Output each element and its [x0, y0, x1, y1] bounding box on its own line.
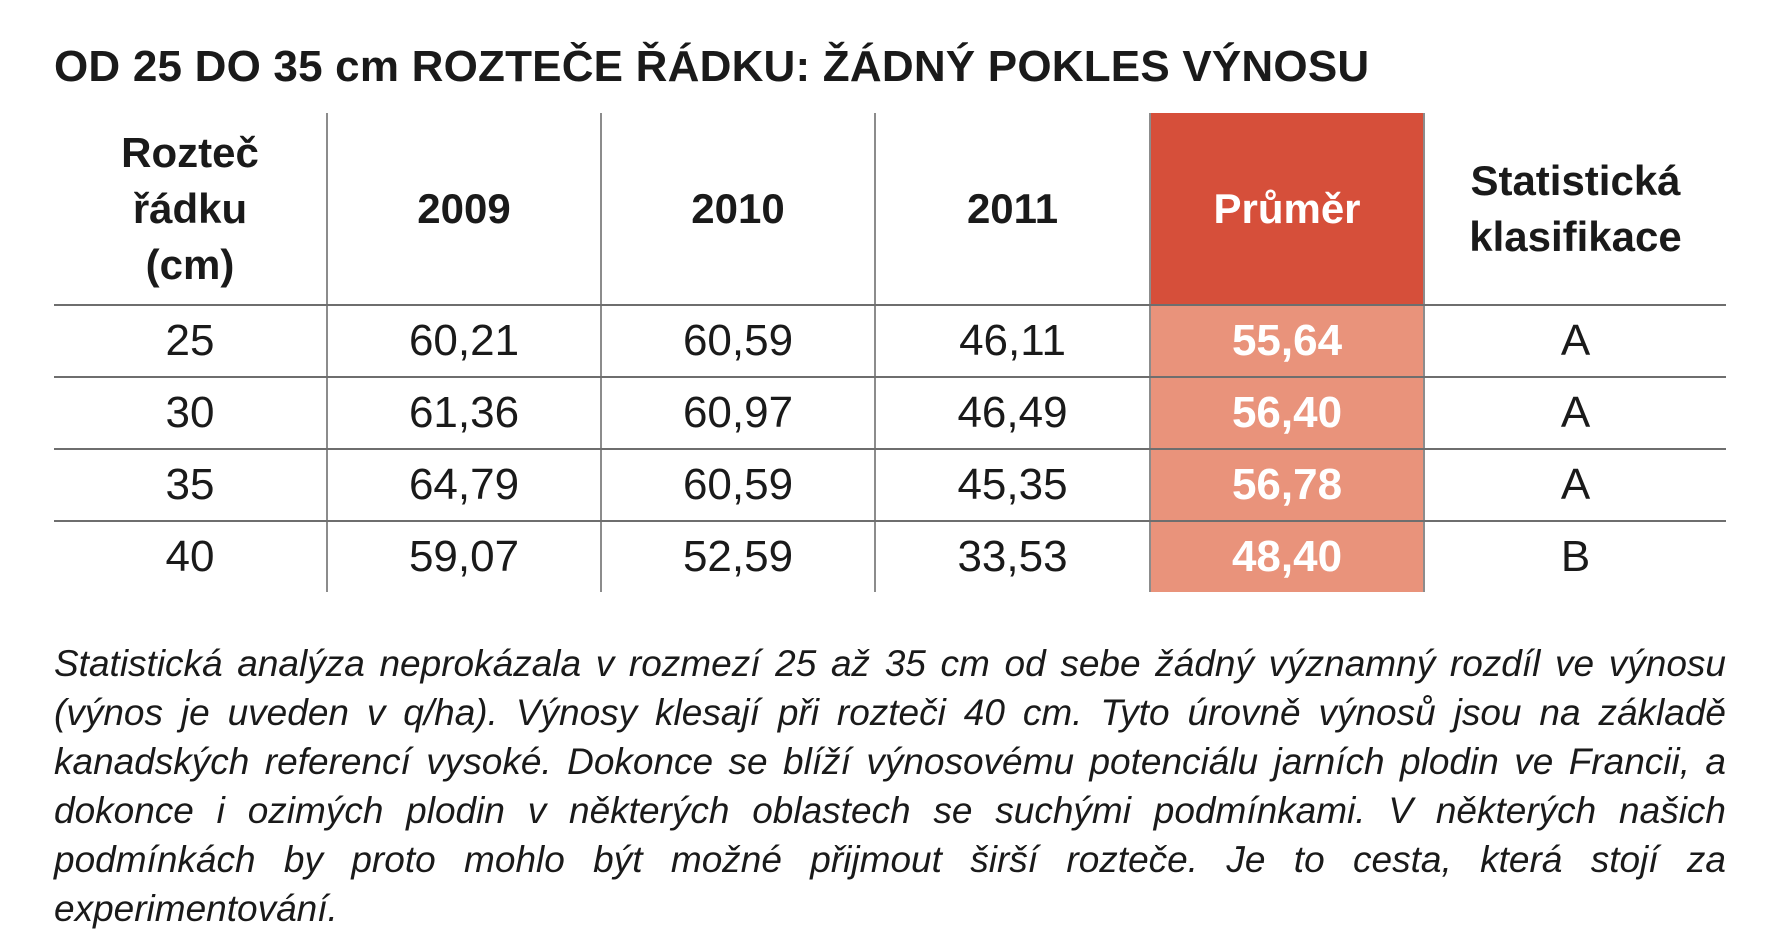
table-row: 35 64,79 60,59 45,35 56,78 A: [54, 449, 1726, 522]
cell-2011: 46,49: [874, 377, 1150, 450]
cell-2009: 60,21: [326, 305, 601, 378]
cell-average: 56,40: [1149, 377, 1424, 450]
table-row: 40 59,07 52,59 33,53 48,40 B: [54, 521, 1726, 592]
cell-spacing: 35: [54, 449, 327, 522]
yield-table: Rozteč řádku (cm) 2009 2010 2011 Průměr …: [54, 113, 1726, 592]
cell-2010: 60,97: [600, 377, 875, 450]
header-row-spacing: Rozteč řádku (cm): [54, 113, 327, 306]
cell-2010: 60,59: [600, 449, 875, 522]
header-class-line2: klasifikace: [1469, 212, 1682, 260]
header-average: Průměr: [1149, 113, 1424, 306]
cell-classification: A: [1423, 305, 1726, 378]
table-row: 25 60,21 60,59 46,11 55,64 A: [54, 305, 1726, 378]
header-2009: 2009: [326, 113, 601, 306]
cell-2010: 52,59: [600, 521, 875, 592]
cell-spacing: 25: [54, 305, 327, 378]
cell-classification: A: [1423, 449, 1726, 522]
cell-2010: 60,59: [600, 305, 875, 378]
cell-2009: 64,79: [326, 449, 601, 522]
table-row: 30 61,36 60,97 46,49 56,40 A: [54, 377, 1726, 450]
header-class-line1: Statistická: [1470, 156, 1681, 204]
cell-spacing: 30: [54, 377, 327, 450]
cell-classification: A: [1423, 377, 1726, 450]
cell-spacing: 40: [165, 532, 215, 581]
cell-2009: 61,36: [326, 377, 601, 450]
header-spacing-line1: Rozteč: [121, 128, 259, 176]
cell-2011: 46,11: [874, 305, 1150, 378]
header-spacing-line2: řádku: [132, 184, 248, 232]
cell-2009: 59,07: [326, 521, 601, 592]
cell-2011: 33,53: [874, 521, 1150, 592]
header-2011: 2011: [874, 113, 1150, 306]
cell-classification: B: [1423, 521, 1726, 592]
page-title: OD 25 DO 35 cm ROZTEČE ŘÁDKU: ŽÁDNÝ POKL…: [54, 42, 1370, 91]
explanatory-note: Statistická analýza neprokázala v rozmez…: [54, 643, 1726, 929]
cell-average: 56,78: [1149, 449, 1424, 522]
cell-2011: 45,35: [874, 449, 1150, 522]
cell-average: 48,40: [1149, 521, 1424, 592]
table-header-row: Rozteč řádku (cm) 2009 2010 2011 Průměr …: [54, 113, 1726, 306]
header-spacing-line3: (cm): [145, 240, 235, 288]
cell-average: 55,64: [1149, 305, 1424, 378]
header-2010: 2010: [600, 113, 875, 306]
header-classification: Statistická klasifikace: [1423, 113, 1726, 306]
